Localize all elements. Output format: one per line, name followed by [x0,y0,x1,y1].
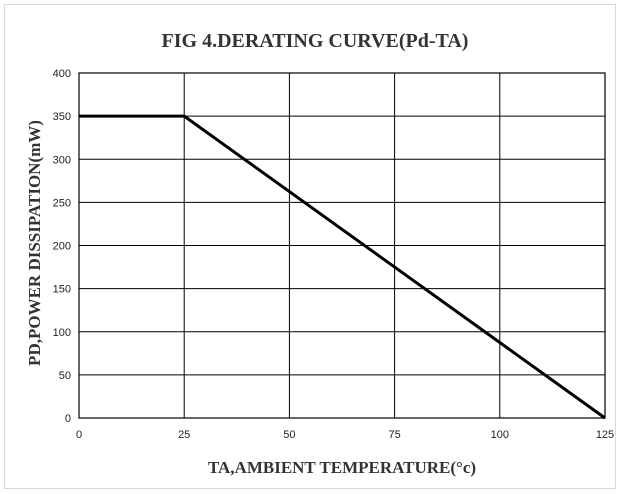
y-axis-title: PD,POWER DISSIPATION(mW) [25,120,44,366]
x-tick-label: 50 [283,429,295,441]
y-tick-label: 50 [59,370,71,382]
y-tick-label: 150 [53,284,71,296]
y-tick-label: 300 [53,154,71,166]
y-tick-label: 100 [53,327,71,339]
x-tick-label: 75 [388,429,400,441]
x-tick-label: 125 [596,429,614,441]
y-tick-label: 250 [53,197,71,209]
x-axis-title: TA,AMBIENT TEMPERATURE(°c) [208,458,476,477]
derating-curve-line [79,114,606,420]
plot-area-border [78,72,606,419]
x-tick-label: 0 [76,429,82,441]
y-tick-label: 200 [53,241,71,253]
grid [79,73,605,418]
tick-labels: 0 50 100 150 200 250 300 350 400 0 25 50 75 100 125 [53,68,615,441]
chart-title: FIG 4.DERATING CURVE(Pd-TA) [162,30,469,52]
x-tick-label: 100 [491,429,509,441]
y-tick-label: 0 [65,413,71,425]
chart-frame [4,4,616,489]
y-tick-label: 350 [53,111,71,123]
x-tick-label: 25 [178,429,190,441]
y-tick-label: 400 [53,68,71,80]
series-lines [79,114,606,420]
